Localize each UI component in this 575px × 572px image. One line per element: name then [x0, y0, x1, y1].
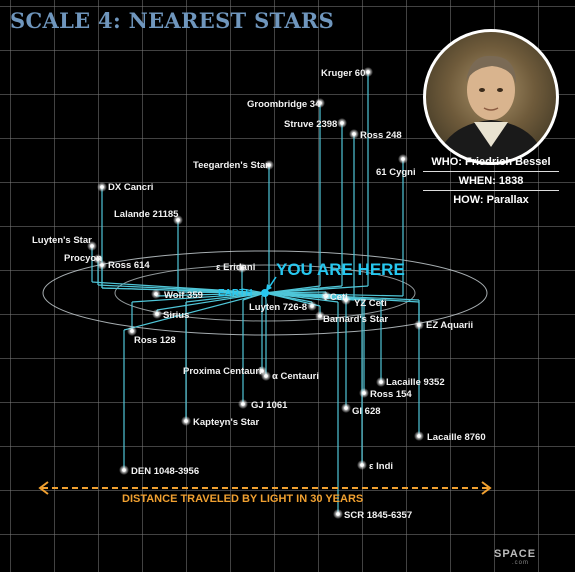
luyten-726-8-label: Luyten 726-8 [249, 302, 307, 313]
procyon-label: Procyon [64, 253, 102, 264]
epsilon-indi-label: ε Indi [369, 461, 393, 472]
inner-orbit-ellipse [114, 264, 416, 322]
luyten-726-8-star-core [310, 304, 314, 308]
den-1048-3956-label: DEN 1048-3956 [131, 466, 199, 477]
gl-628-label: Gl 628 [352, 406, 381, 417]
stars-layer: Kruger 60 Groombridge 34 Struve 2398 Ross 2… [32, 67, 486, 521]
info-when: WHEN: 1838 [458, 175, 524, 187]
proxima-centauri-star-core [260, 369, 264, 373]
dx-cancri-star-core [100, 185, 104, 189]
info-who: WHO: Friedrich Bessel [431, 156, 551, 168]
gj-1061-star-core [241, 402, 245, 406]
teegardens-star-star-core [267, 163, 271, 167]
info-divider-2 [423, 190, 559, 191]
distance-arrow-left-head [38, 481, 49, 495]
ez-aquarii-star-core [417, 323, 421, 327]
lacaille-9352-label: Lacaille 9352 [386, 377, 445, 388]
kruger-60-label: Kruger 60 [321, 68, 365, 79]
sirius-plane-line [156, 292, 266, 311]
wolf-359-star-core [154, 292, 158, 296]
struve-2398-plane-line [264, 285, 343, 294]
space-com-logo-sub: .com [512, 560, 530, 566]
ross-614-star-core [100, 263, 104, 267]
den-1048-3956-star-core [122, 468, 126, 472]
sirius-label: Sirius [163, 310, 189, 321]
space-com-logo: SPACE [494, 548, 537, 560]
ross-614-label: Ross 614 [108, 260, 150, 271]
alpha-centauri-label: α Centauri [272, 371, 319, 382]
luytens-star-star-core [90, 244, 94, 248]
barnards-star-star-core [318, 314, 322, 318]
dx-cancri-label: DX Cancri [108, 182, 153, 193]
gl-628-star-core [344, 406, 348, 410]
lalande-21185-star-core [176, 218, 180, 222]
tau-ceti-label: τ Ceti [323, 292, 348, 303]
groombridge-34-label: Groombridge 34 [247, 99, 321, 110]
friedrich-bessel-portrait [423, 29, 559, 165]
groombridge-34-star-core [318, 101, 322, 105]
lalande-21185-label: Lalande 21185 [114, 209, 179, 220]
kapteyns-star-star-core [184, 419, 188, 423]
lacaille-8760-label: Lacaille 8760 [427, 432, 486, 443]
yz-ceti-star-core [344, 298, 348, 302]
distance-arrow-right-head [481, 481, 492, 495]
ross-128-plane-line [131, 292, 266, 303]
barnards-star-label: Barnard's Star [323, 314, 388, 325]
61-cygni-star-core [401, 157, 405, 161]
gj-1061-label: GJ 1061 [251, 400, 288, 411]
struve-2398-star-core [340, 121, 344, 125]
sirius-star-core [155, 312, 159, 316]
proxima-centauri-label: Proxima Centauri [183, 366, 262, 377]
ross-154-label: Ross 154 [370, 389, 412, 400]
den-1048-3956-plane-line [123, 292, 266, 331]
wolf-359-label: Wolf 359 [164, 290, 203, 301]
ross-128-star-core [130, 329, 134, 333]
epsilon-eridani-star-core [240, 266, 244, 270]
earth-marker [261, 289, 269, 297]
lacaille-8760-star-core [417, 434, 421, 438]
distance-label: DISTANCE TRAVELED BY LIGHT IN 30 YEARS [122, 493, 363, 505]
you-are-here-label: YOU ARE HERE [276, 260, 405, 279]
61-cygni-label: 61 Cygni [376, 167, 416, 178]
outer-orbit-ellipse [42, 250, 488, 336]
ross-248-label: Ross 248 [360, 130, 402, 141]
lacaille-9352-star-core [379, 380, 383, 384]
scr-1845-6357-label: SCR 1845-6357 [344, 510, 412, 521]
alpha-centauri-star-core [264, 374, 268, 378]
ez-aquarii-label: EZ Aquarii [426, 320, 473, 331]
kapteyns-star-plane-line [185, 292, 266, 303]
epsilon-indi-star-core [360, 463, 364, 467]
connector-lines [91, 72, 420, 514]
ross-154-star-core [362, 391, 366, 395]
portrait-figure [436, 55, 546, 162]
wolf-359-plane-line [155, 292, 266, 297]
info-how: HOW: Parallax [453, 194, 529, 206]
you-are-here-arrowhead [266, 284, 272, 291]
yz-ceti-label: YZ Ceti [354, 298, 387, 309]
struve-2398-label: Struve 2398 [284, 119, 337, 130]
luytens-star-label: Luyten's Star [32, 235, 92, 246]
page-title: SCALE 4: NEAREST STARS [10, 8, 335, 33]
ross-614-plane-line [101, 287, 266, 294]
scr-1845-6357-star-core [336, 512, 340, 516]
earth-label: EARTH [218, 288, 252, 299]
teegardens-star-label: Teegarden's Star [193, 160, 269, 171]
info-divider-1 [423, 171, 559, 172]
kruger-60-star-core [366, 70, 370, 74]
epsilon-eridani-label: ε Eridani [216, 262, 255, 273]
ross-128-label: Ross 128 [134, 335, 176, 346]
ross-248-star-core [352, 132, 356, 136]
procyon-star-core [96, 257, 100, 261]
tau-ceti-star-core [324, 294, 328, 298]
kapteyns-star-label: Kapteyn's Star [193, 417, 259, 428]
